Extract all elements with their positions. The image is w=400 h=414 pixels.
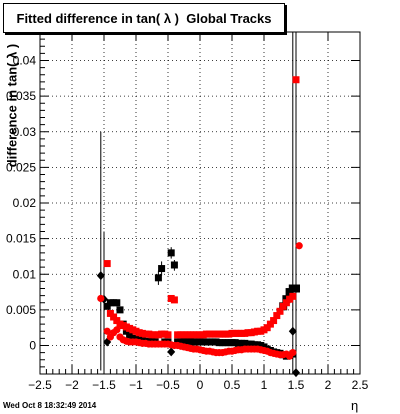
data-point: [167, 249, 175, 257]
y-tick-label: 0.025: [6, 160, 36, 174]
y-tick-label: 0.01: [13, 267, 37, 281]
data-point: [282, 299, 290, 307]
x-tick-label: −0.5: [156, 378, 180, 392]
y-tick-label: 0.03: [13, 125, 37, 139]
data-point: [113, 299, 121, 307]
data-point: [288, 326, 297, 336]
data-point: [113, 326, 121, 334]
y-tick-label: 0: [29, 339, 36, 353]
data-point: [295, 242, 303, 250]
timestamp: Wed Oct 8 18:32:49 2014: [3, 401, 97, 410]
chart-title: Fitted difference in tan( λ ) Global Tra…: [3, 3, 285, 33]
data-point: [292, 284, 300, 293]
x-axis-label: η: [351, 398, 359, 413]
data-point: [116, 306, 124, 314]
data-point: [96, 271, 105, 281]
y-tick-label: 0.015: [6, 232, 36, 246]
data-point: [266, 320, 274, 328]
data-point: [292, 76, 300, 84]
data-point: [113, 317, 121, 325]
data-point: [158, 265, 166, 273]
data-point: [110, 313, 118, 321]
data-point: [103, 327, 111, 335]
x-tick-label: 0.5: [224, 378, 241, 392]
data-point: [103, 260, 111, 268]
y-axis-label: difference in tan( λ ): [4, 43, 20, 167]
data-point: [126, 331, 134, 339]
data-point: [170, 296, 178, 304]
data-point: [276, 307, 284, 315]
y-tick-label: 0.005: [6, 303, 36, 317]
data-point: [103, 302, 111, 310]
x-tick-label: 2.5: [352, 378, 369, 392]
x-tick-label: 2: [325, 378, 332, 392]
data-point: [279, 302, 287, 310]
data-point: [289, 349, 297, 357]
data-point: [273, 312, 281, 320]
data-point: [97, 294, 105, 303]
y-tick-label: 0.02: [13, 196, 37, 210]
x-tick-label: 1.5: [288, 378, 305, 392]
data-point: [167, 347, 176, 357]
x-tick-label: −2: [65, 378, 79, 392]
x-tick-label: 1: [261, 378, 268, 392]
grid-lines: [40, 32, 360, 374]
data-point: [289, 292, 297, 300]
axes: −2.5 −2 −1.5 −1 −0.5 0 0.5 1 1.5 2 2.5 0 0.005 0.01 0.…: [6, 31, 369, 392]
x-tick-label: −2.5: [28, 378, 52, 392]
y-tick-label: 0.035: [6, 89, 36, 103]
data-point: [170, 261, 178, 269]
x-tick-label: 0: [197, 378, 204, 392]
y-tick-label: 0.04: [13, 54, 37, 68]
y-axis-label-wrapper: difference in tan( λ ): [2, 40, 22, 170]
data-point: [154, 274, 162, 282]
data-point: [270, 317, 278, 325]
data-point: [263, 324, 271, 332]
data-point: [164, 331, 172, 339]
data-point: [106, 309, 114, 317]
x-tick-label: −1: [129, 378, 143, 392]
x-tick-label: −1.5: [92, 378, 116, 392]
data-points: [96, 76, 303, 378]
